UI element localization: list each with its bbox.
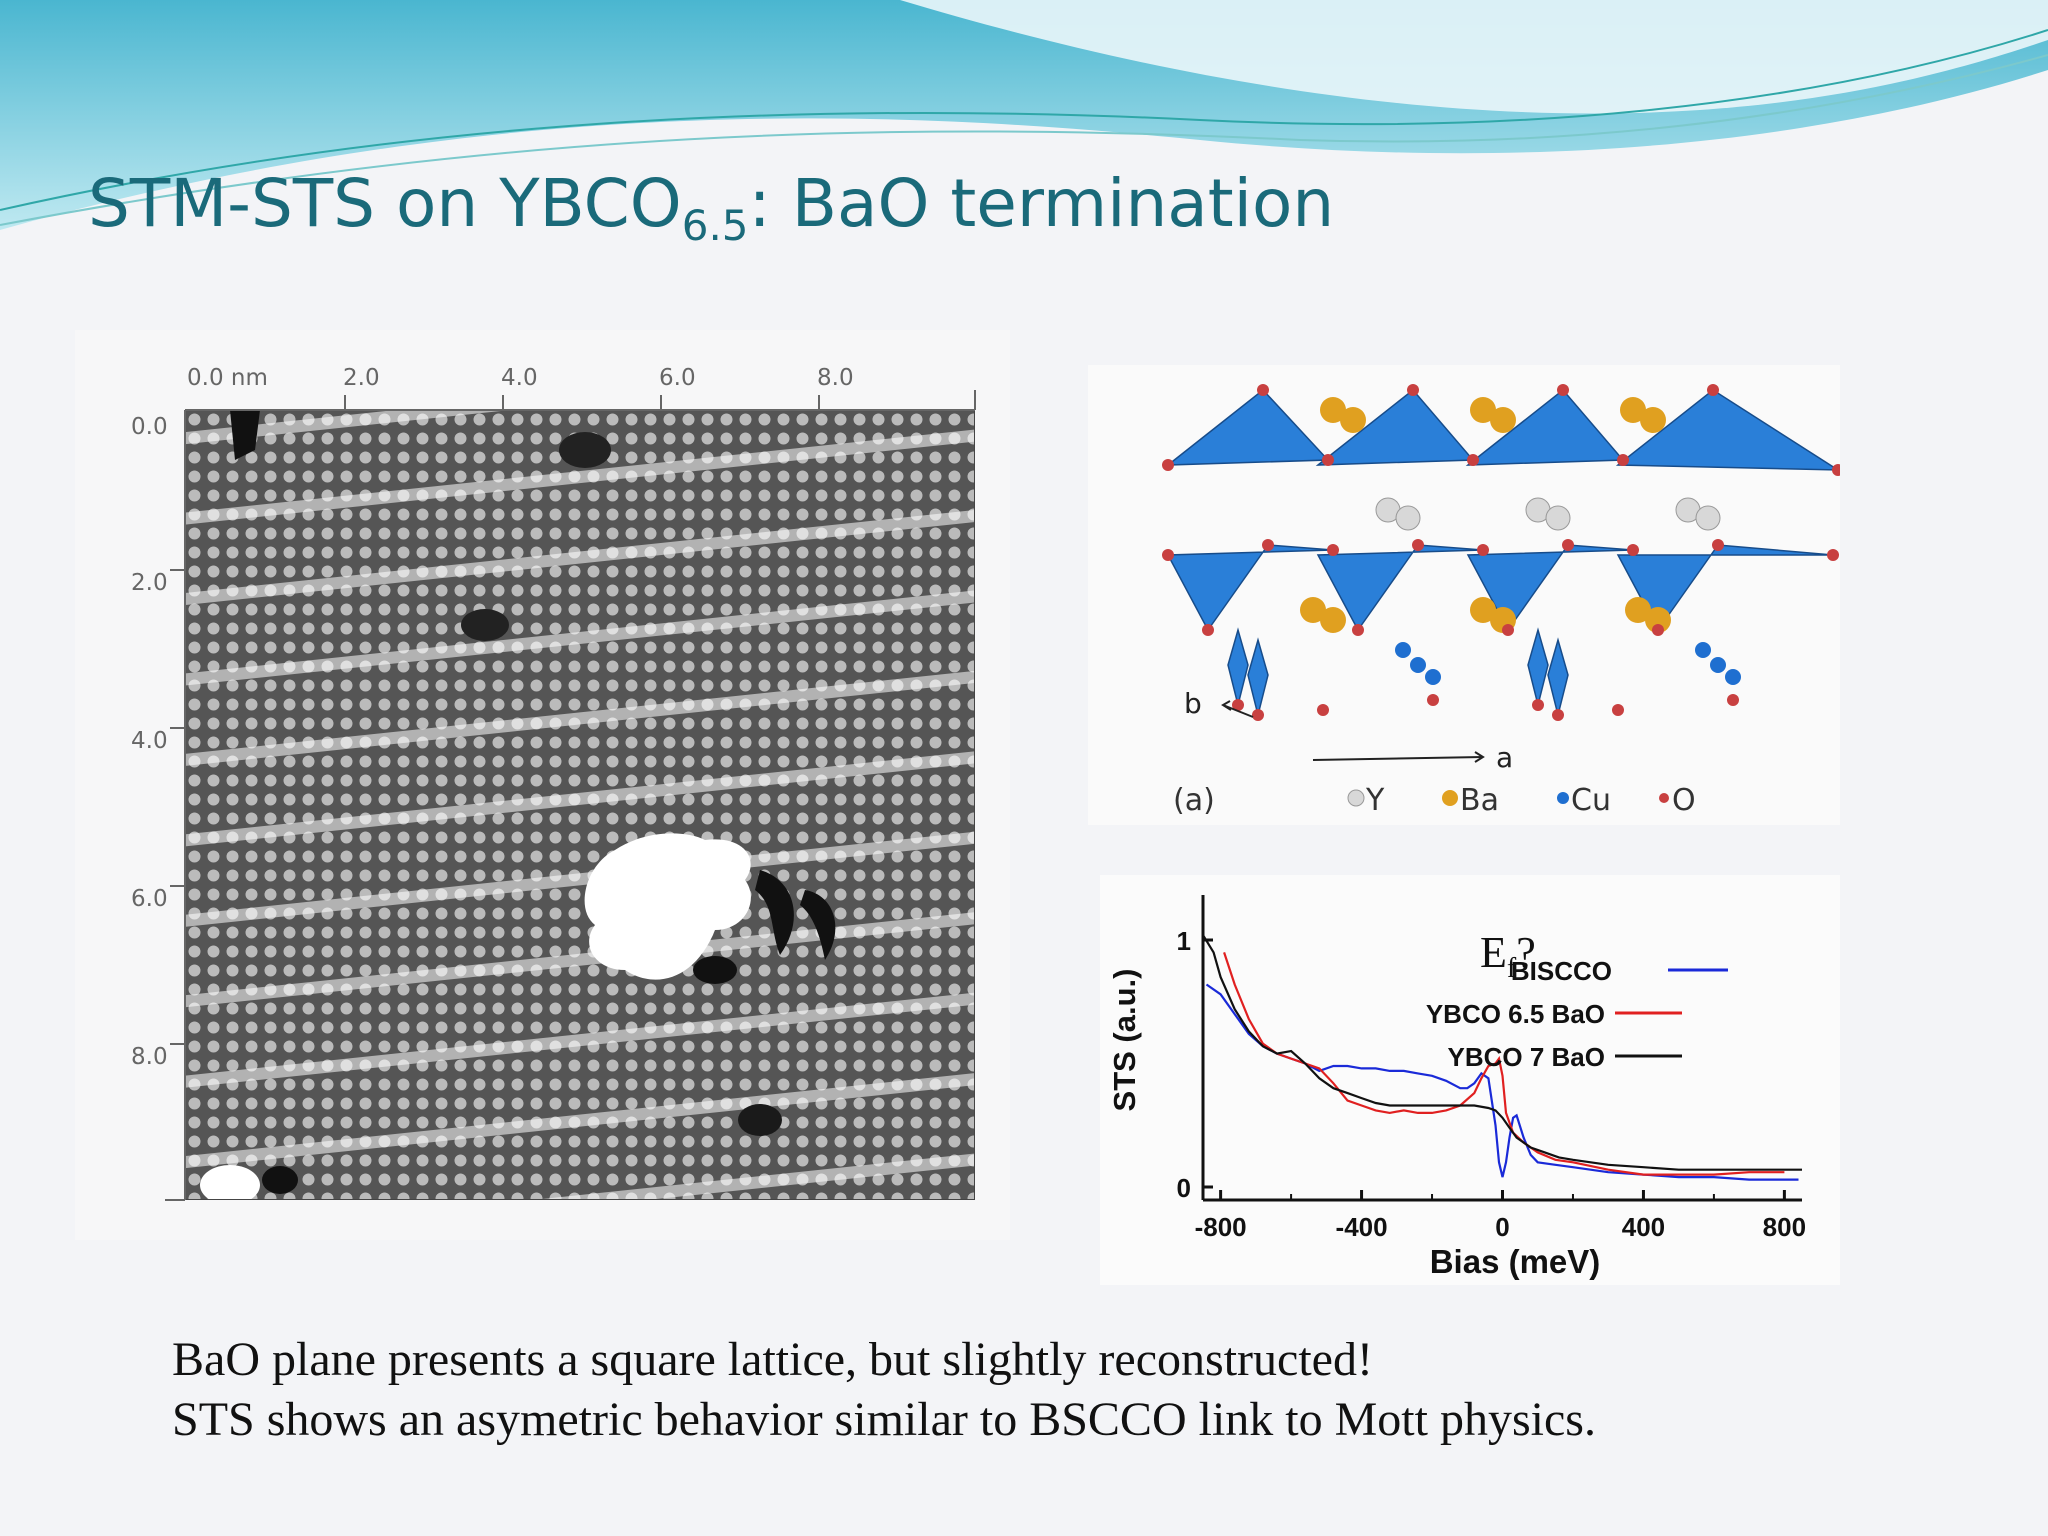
y-axis-label: STS (a.u.) bbox=[1107, 969, 1142, 1112]
x-tick-label: -400 bbox=[1336, 1212, 1388, 1242]
y-atoms bbox=[1375, 497, 1721, 531]
legend-label: BISCCO bbox=[1511, 956, 1612, 986]
x-tick-label: 400 bbox=[1622, 1212, 1665, 1242]
axis-b-label: b bbox=[1184, 687, 1202, 720]
stm-y-tick: 8.0 bbox=[131, 1044, 168, 1070]
legend-label: YBCO 6.5 BaO bbox=[1426, 999, 1605, 1029]
stm-y-tick: 4.0 bbox=[131, 728, 168, 754]
legend-o: O bbox=[1672, 783, 1696, 818]
crystal-structure-diagram: b a (a) Y Ba Cu O bbox=[1162, 384, 1840, 818]
chart-legend: BISCCO YBCO 6.5 BaO YBCO 7 BaO bbox=[1426, 956, 1728, 1072]
panel-label: (a) bbox=[1173, 783, 1215, 818]
stm-x-tick: 2.0 bbox=[343, 365, 380, 391]
ef-annotation: Ef? bbox=[1480, 928, 1536, 984]
title-subscript: 6.5 bbox=[681, 201, 749, 250]
caption-line-2: STS shows an asymetric behavior similar … bbox=[172, 1393, 1596, 1446]
slide-title: STM-STS on YBCO6.5: BaO termination bbox=[88, 165, 1335, 250]
stm-y-tick: 0.0 bbox=[131, 414, 168, 440]
caption-line-1: BaO plane presents a square lattice, but… bbox=[172, 1333, 1373, 1386]
legend-label: YBCO 7 BaO bbox=[1448, 1042, 1606, 1072]
chart-axes bbox=[1201, 895, 1802, 1202]
y-tick-label: 0 bbox=[1177, 1173, 1191, 1203]
stm-x-tick: 6.0 bbox=[659, 365, 696, 391]
x-tick-label: 800 bbox=[1763, 1212, 1806, 1242]
slide-caption: BaO plane presents a square lattice, but… bbox=[172, 1330, 1596, 1450]
sts-chart-panel bbox=[1100, 875, 1840, 1285]
legend-markers bbox=[1347, 789, 1669, 807]
legend-y: Y bbox=[1365, 783, 1385, 818]
stm-axes bbox=[165, 390, 976, 1201]
axis-arrows bbox=[1221, 700, 1485, 763]
header-wave bbox=[0, 0, 2048, 230]
chart-tick-labels: -800 -400 0 400 800 0 1 bbox=[1177, 926, 1807, 1242]
x-axis-label: Bias (meV) bbox=[1430, 1243, 1601, 1280]
stm-x-tick: 0.0 nm bbox=[187, 365, 268, 391]
y-tick-label: 1 bbox=[1177, 926, 1191, 956]
ba-atoms bbox=[1300, 397, 1671, 633]
x-tick-label: 0 bbox=[1495, 1212, 1509, 1242]
upper-pyramids bbox=[1165, 388, 1840, 471]
axis-a-label: a bbox=[1496, 741, 1513, 774]
stm-x-tick: 4.0 bbox=[501, 365, 538, 391]
chain-diamonds bbox=[1227, 627, 1569, 716]
cu-atoms bbox=[1395, 642, 1741, 685]
stm-y-tick: 6.0 bbox=[131, 886, 168, 912]
stm-x-tick: 8.0 bbox=[817, 365, 854, 391]
chart-series bbox=[1202, 934, 1802, 1181]
o-atoms bbox=[1162, 384, 1840, 721]
legend-ba: Ba bbox=[1460, 783, 1499, 818]
legend-cu: Cu bbox=[1571, 783, 1611, 818]
stm-y-tick: 2.0 bbox=[131, 570, 168, 596]
x-tick-label: -800 bbox=[1195, 1212, 1247, 1242]
series-line bbox=[1202, 934, 1802, 1171]
stm-image bbox=[185, 410, 975, 1200]
